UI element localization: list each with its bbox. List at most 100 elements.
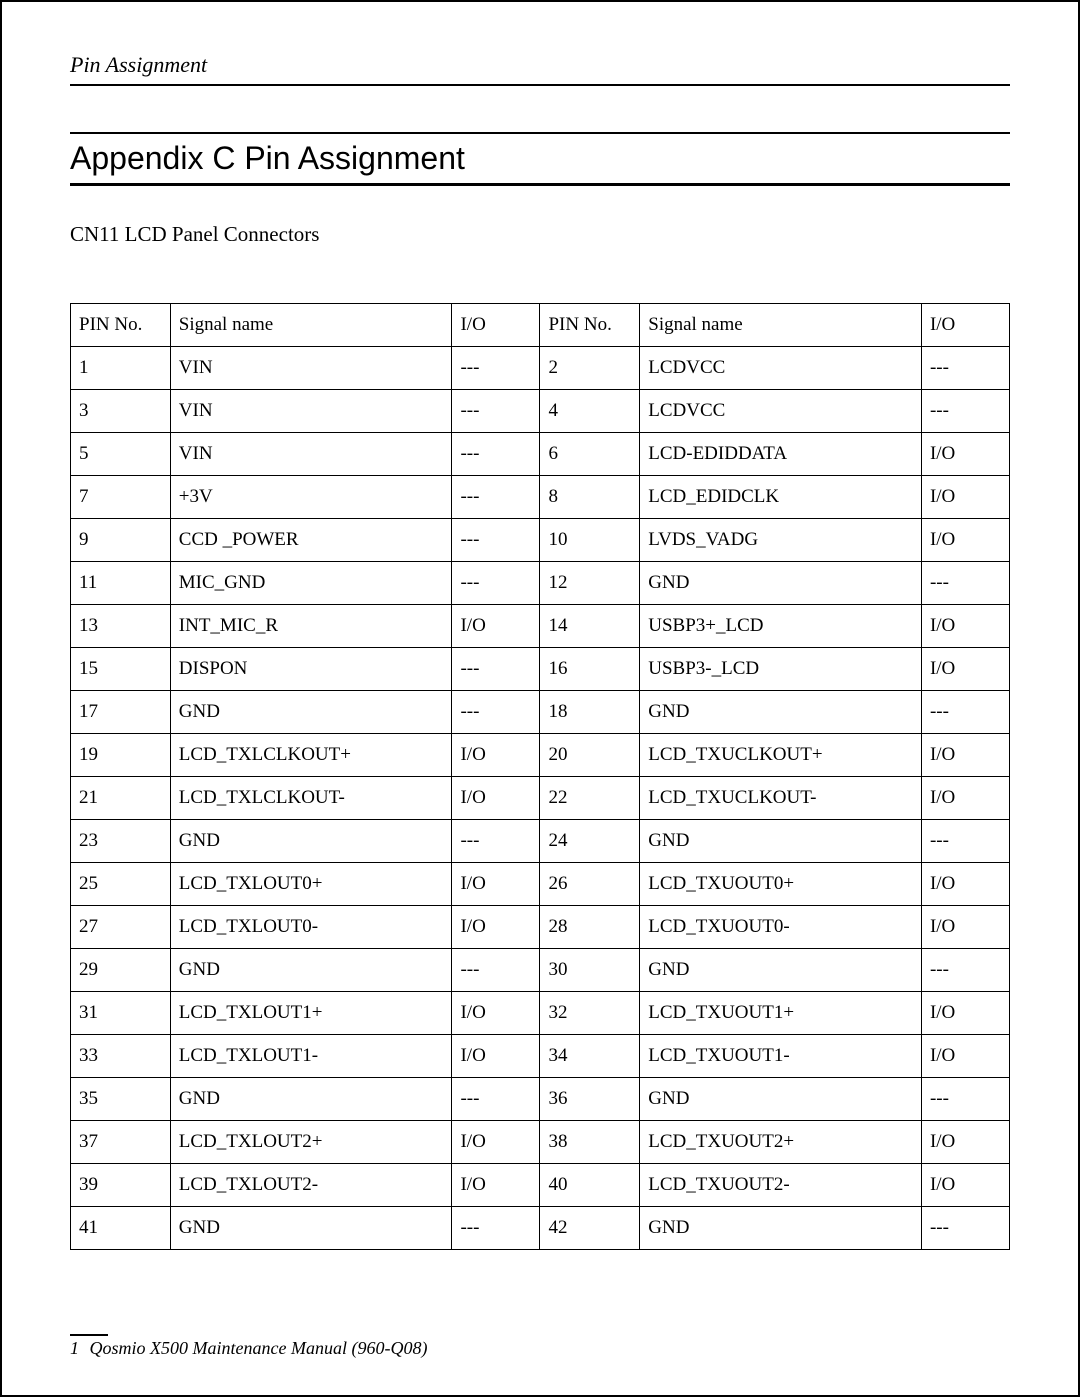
table-cell: GND — [640, 562, 922, 605]
table-cell: INT_MIC_R — [170, 605, 452, 648]
table-cell: VIN — [170, 433, 452, 476]
page-footer: 1 Qosmio X500 Maintenance Manual (960-Q0… — [70, 1334, 1010, 1359]
pin-assignment-table: PIN No. Signal name I/O PIN No. Signal n… — [70, 303, 1010, 1250]
table-cell: MIC_GND — [170, 562, 452, 605]
table-cell: 4 — [540, 390, 640, 433]
table-row: 11MIC_GND---12GND--- — [71, 562, 1010, 605]
table-cell: I/O — [921, 476, 1009, 519]
table-cell: 36 — [540, 1078, 640, 1121]
table-cell: I/O — [921, 1035, 1009, 1078]
table-cell: 20 — [540, 734, 640, 777]
table-cell: --- — [921, 1207, 1009, 1250]
table-row: 41GND---42GND--- — [71, 1207, 1010, 1250]
table-cell: I/O — [921, 734, 1009, 777]
table-cell: 2 — [540, 347, 640, 390]
table-row: 35GND---36GND--- — [71, 1078, 1010, 1121]
table-cell: GND — [170, 691, 452, 734]
footer-text: Qosmio X500 Maintenance Manual (960-Q08) — [90, 1338, 428, 1358]
table-row: 23GND---24GND--- — [71, 820, 1010, 863]
table-cell: --- — [452, 390, 540, 433]
table-cell: LCD_TXLOUT1- — [170, 1035, 452, 1078]
table-cell: LCD_TXLCLKOUT- — [170, 777, 452, 820]
col-pin-no-left: PIN No. — [71, 304, 171, 347]
table-cell: LCD_TXUCLKOUT- — [640, 777, 922, 820]
footer-line: 1 Qosmio X500 Maintenance Manual (960-Q0… — [70, 1338, 1010, 1359]
table-row: 39LCD_TXLOUT2-I/O40LCD_TXUOUT2-I/O — [71, 1164, 1010, 1207]
table-cell: 3 — [71, 390, 171, 433]
table-cell: DISPON — [170, 648, 452, 691]
table-row: 7+3V---8LCD_EDIDCLKI/O — [71, 476, 1010, 519]
table-cell: I/O — [921, 992, 1009, 1035]
table-cell: 7 — [71, 476, 171, 519]
col-io-right: I/O — [921, 304, 1009, 347]
table-cell: --- — [921, 347, 1009, 390]
table-cell: LCD_TXLOUT0- — [170, 906, 452, 949]
table-cell: --- — [452, 691, 540, 734]
table-cell: 29 — [71, 949, 171, 992]
col-io-left: I/O — [452, 304, 540, 347]
table-cell: --- — [452, 433, 540, 476]
table-cell: I/O — [921, 605, 1009, 648]
table-row: 1VIN---2LCDVCC--- — [71, 347, 1010, 390]
page: Pin Assignment Appendix C Pin Assignment… — [0, 0, 1080, 1397]
table-cell: 14 — [540, 605, 640, 648]
table-cell: 24 — [540, 820, 640, 863]
table-cell: LCDVCC — [640, 390, 922, 433]
table-cell: 35 — [71, 1078, 171, 1121]
table-cell: --- — [452, 347, 540, 390]
footer-rule — [70, 1334, 108, 1336]
table-cell: --- — [452, 1207, 540, 1250]
table-cell: LCD_TXLOUT0+ — [170, 863, 452, 906]
connector-subheading: CN11 LCD Panel Connectors — [70, 222, 1010, 247]
table-cell: I/O — [452, 906, 540, 949]
table-cell: 6 — [540, 433, 640, 476]
table-cell: CCD _POWER — [170, 519, 452, 562]
table-cell: LCDVCC — [640, 347, 922, 390]
table-cell: LCD_TXUOUT0- — [640, 906, 922, 949]
table-cell: 40 — [540, 1164, 640, 1207]
table-cell: 15 — [71, 648, 171, 691]
table-cell: GND — [170, 820, 452, 863]
table-cell: I/O — [452, 863, 540, 906]
table-row: 29GND---30GND--- — [71, 949, 1010, 992]
table-cell: I/O — [921, 777, 1009, 820]
table-cell: --- — [921, 390, 1009, 433]
table-cell: I/O — [452, 605, 540, 648]
col-pin-no-right: PIN No. — [540, 304, 640, 347]
table-cell: 39 — [71, 1164, 171, 1207]
table-cell: VIN — [170, 390, 452, 433]
table-cell: GND — [640, 820, 922, 863]
table-cell: I/O — [452, 777, 540, 820]
table-row: 15DISPON---16USBP3-_LCDI/O — [71, 648, 1010, 691]
table-cell: GND — [640, 1078, 922, 1121]
table-cell: --- — [452, 562, 540, 605]
table-cell: 11 — [71, 562, 171, 605]
table-cell: --- — [452, 949, 540, 992]
table-cell: I/O — [921, 648, 1009, 691]
table-cell: 28 — [540, 906, 640, 949]
table-row: 19LCD_TXLCLKOUT+I/O20LCD_TXUCLKOUT+I/O — [71, 734, 1010, 777]
table-cell: LCD_TXUCLKOUT+ — [640, 734, 922, 777]
table-cell: 18 — [540, 691, 640, 734]
table-cell: I/O — [921, 1121, 1009, 1164]
table-cell: GND — [170, 949, 452, 992]
table-cell: --- — [921, 562, 1009, 605]
table-cell: GND — [640, 691, 922, 734]
table-cell: 9 — [71, 519, 171, 562]
page-number: 1 — [70, 1338, 79, 1358]
table-cell: 32 — [540, 992, 640, 1035]
table-cell: --- — [452, 820, 540, 863]
table-cell: 37 — [71, 1121, 171, 1164]
table-cell: --- — [452, 648, 540, 691]
table-cell: LCD_TXUOUT1+ — [640, 992, 922, 1035]
table-row: 31LCD_TXLOUT1+I/O32LCD_TXUOUT1+I/O — [71, 992, 1010, 1035]
table-cell: VIN — [170, 347, 452, 390]
table-cell: --- — [921, 820, 1009, 863]
table-cell: I/O — [921, 906, 1009, 949]
table-cell: 41 — [71, 1207, 171, 1250]
table-cell: --- — [921, 949, 1009, 992]
table-cell: 21 — [71, 777, 171, 820]
table-row: 21LCD_TXLCLKOUT-I/O22LCD_TXUCLKOUT-I/O — [71, 777, 1010, 820]
table-cell: 10 — [540, 519, 640, 562]
table-cell: I/O — [452, 1035, 540, 1078]
